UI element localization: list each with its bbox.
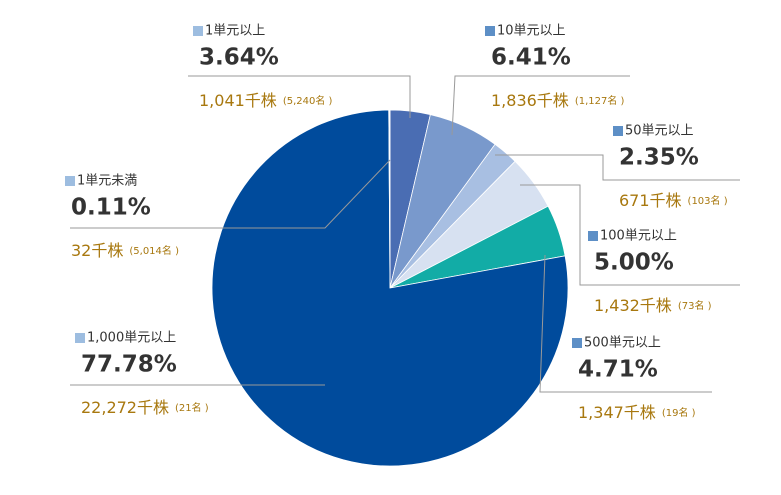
holders-value: (19名 ) [662,406,696,419]
shares-label: 1,347千株 (19名 ) [578,403,696,422]
shares-value: 32千株 [71,241,123,260]
leader-line [539,254,712,393]
shares-label: 1,041千株 (5,240名 ) [199,91,333,110]
shares-value: 1,836千株 [491,91,569,110]
shares-value: 671千株 [619,191,682,210]
shares-label: 1,432千株 (73名 ) [594,296,712,315]
pie-slice [388,109,391,289]
legend-marker [485,26,495,36]
legend-marker [613,126,623,136]
category-label: 1単元未満 [77,173,137,189]
leader-line [520,184,740,286]
legend-marker [65,176,75,186]
pie-slice [211,109,569,467]
holders-value: (21名 ) [175,401,209,414]
leader-line [451,75,630,136]
shares-label: 1,836千株 (1,127名 ) [491,91,625,110]
leader-line [188,75,411,118]
shares-value: 22,272千株 [81,398,169,417]
holders-value: (103名 ) [688,194,728,207]
legend-marker [588,231,598,241]
legend-marker [193,26,203,36]
category-label: 10単元以上 [497,23,566,39]
percent-label: 2.35% [619,145,699,171]
category-label: 1,000単元以上 [87,330,176,346]
percent-label: 77.78% [81,352,177,378]
category-label: 100単元以上 [600,228,677,244]
category-label: 50単元以上 [625,123,694,139]
percent-label: 0.11% [71,195,151,221]
category-label: 1単元以上 [205,23,265,39]
holders-value: (73名 ) [678,299,712,312]
holders-value: (5,014名 ) [129,244,179,257]
legend-marker [75,333,85,343]
percent-label: 4.71% [578,357,658,383]
shares-label: 32千株 (5,014名 ) [71,241,179,260]
category-label: 500単元以上 [584,335,661,351]
percent-label: 6.41% [491,45,571,71]
percent-label: 3.64% [199,45,279,71]
shares-value: 1,432千株 [594,296,672,315]
holders-value: (1,127名 ) [575,94,625,107]
leader-line [70,159,391,229]
shares-value: 1,347千株 [578,403,656,422]
shares-value: 1,041千株 [199,91,277,110]
shares-label: 22,272千株 (21名 ) [81,398,209,417]
legend-marker [572,338,582,348]
shares-label: 671千株 (103名 ) [619,191,728,210]
holders-value: (5,240名 ) [283,94,333,107]
percent-label: 5.00% [594,250,674,276]
leader-line [495,154,740,181]
